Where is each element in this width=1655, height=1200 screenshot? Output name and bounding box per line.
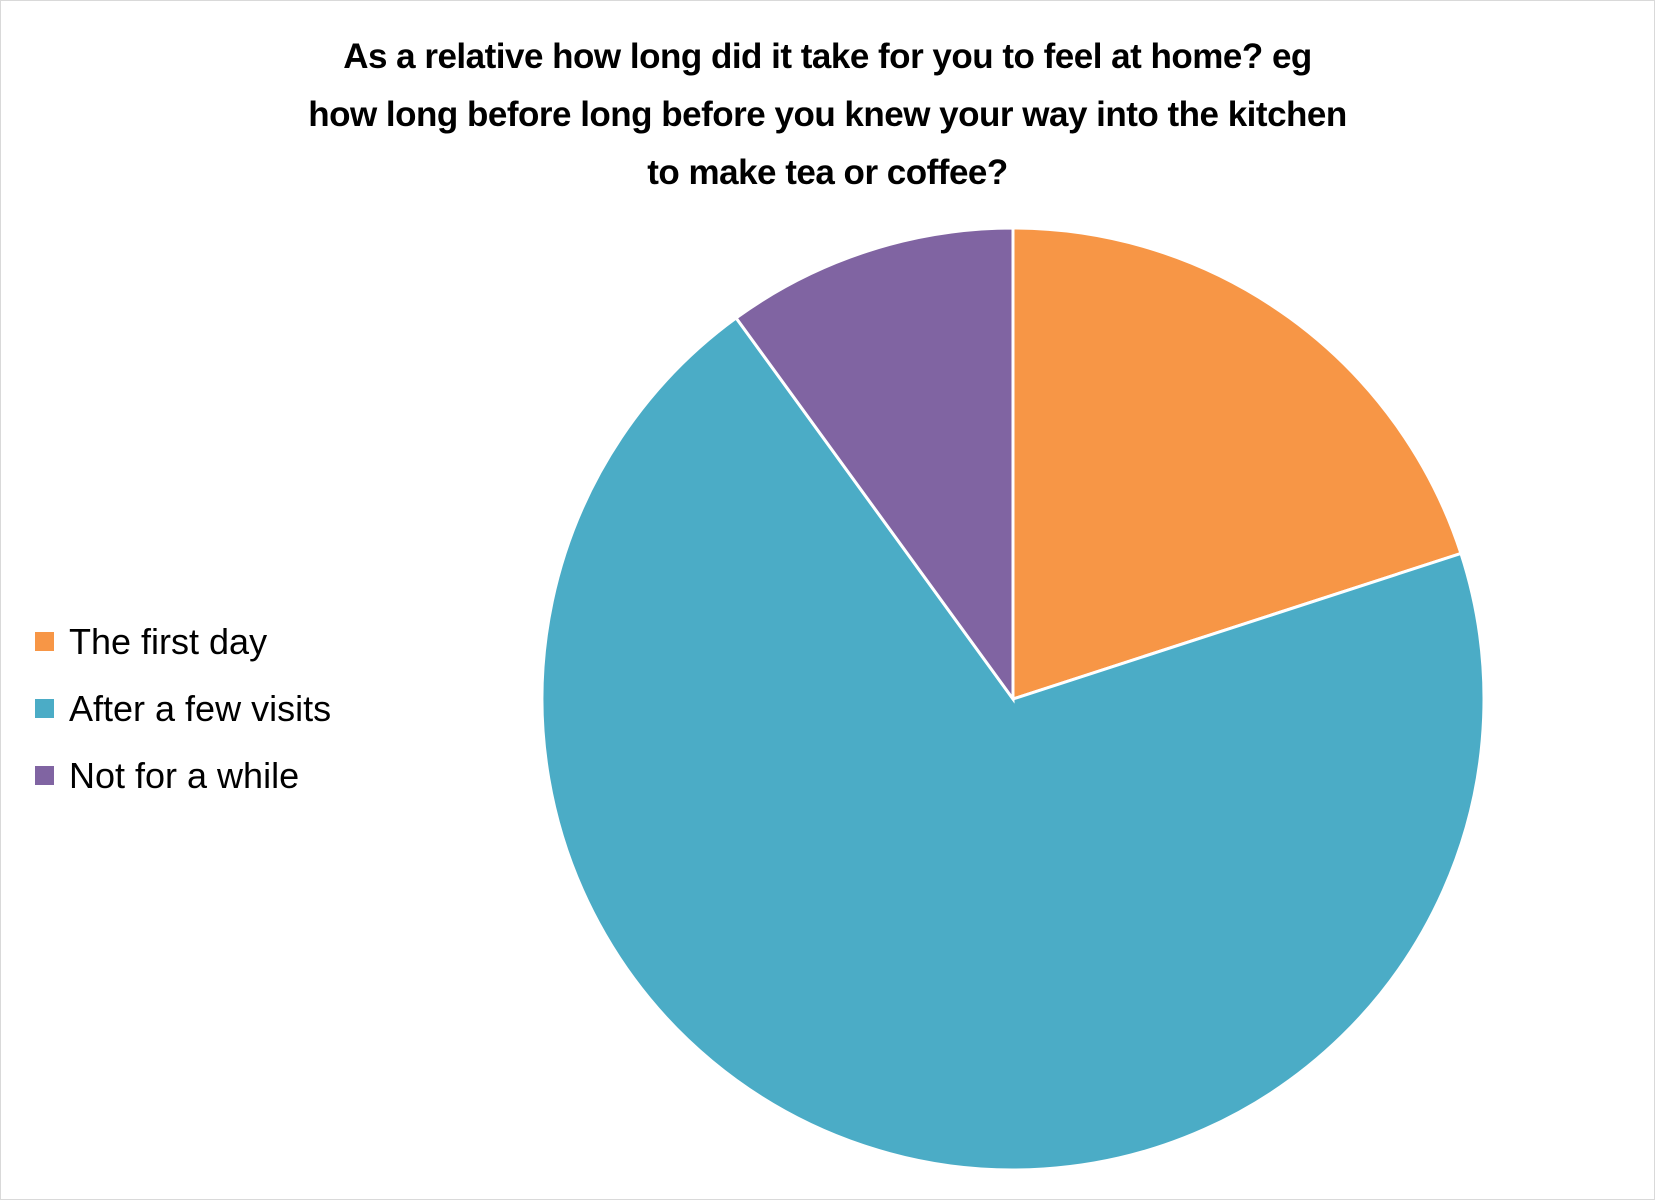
pie-slice-not-for-a-while [734,226,1015,704]
chart-title: As a relative how long did it take for y… [0,28,1655,202]
legend-label: Not for a while [69,754,300,796]
chart-title-line: As a relative how long did it take for y… [343,37,1312,76]
chart-title-line: how long before long before you knew you… [308,95,1347,134]
legend-swatch [35,632,54,651]
legend-item: The first day [35,608,331,675]
legend-label: The first day [69,620,268,662]
pie-slice-the-first-day [1011,226,1463,702]
legend-swatch [35,699,54,718]
legend-item: After a few visits [35,675,331,742]
legend-label: After a few visits [69,687,332,729]
legend-item: Not for a while [35,742,331,809]
chart-title-line: to make tea or coffee? [647,153,1008,192]
pie-slice-after-a-few-visits [540,315,1486,1172]
legend-swatch [35,766,54,785]
legend: The first day After a few visits Not for… [35,608,331,809]
